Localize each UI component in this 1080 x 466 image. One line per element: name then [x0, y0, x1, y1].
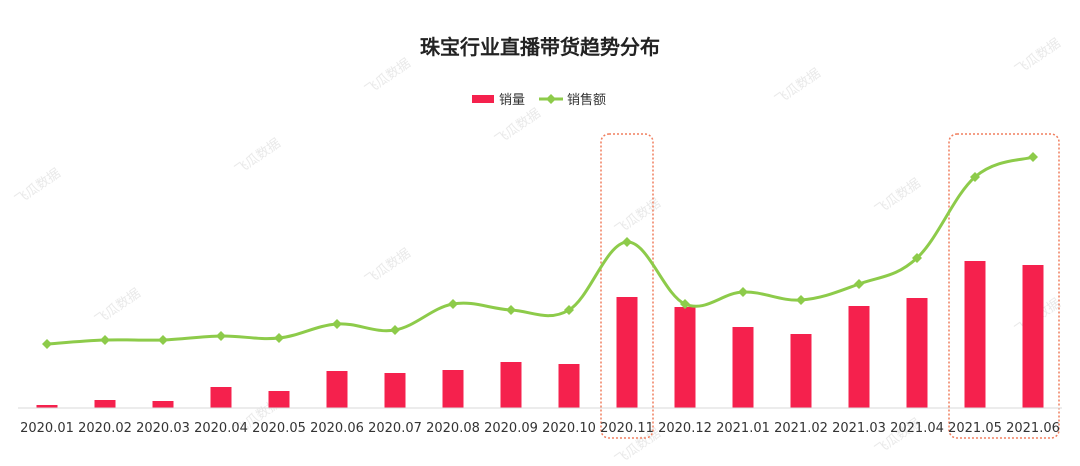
point-2020.04	[216, 331, 226, 341]
x-tick-label: 2020.08	[426, 421, 480, 436]
legend-label-sales-amount: 销售额	[567, 92, 606, 108]
bar-2020.03	[152, 401, 174, 408]
point-2020.11	[622, 237, 632, 247]
x-axis-ticks: 2020.01 2020.02 2020.03 2020.04 2020.05 2020.…	[20, 421, 1060, 436]
watermark-text: 飞瓜数据	[362, 56, 413, 98]
legend-swatch-sales-volume	[472, 95, 494, 103]
bar-2020.08	[442, 370, 464, 408]
bar-2020.01	[36, 405, 58, 408]
bar-2020.12	[674, 307, 696, 408]
watermark-text: 飞瓜数据	[772, 66, 823, 108]
point-2020.03	[158, 335, 168, 345]
highlight-boxes	[600, 133, 1060, 439]
chart-title: 珠宝行业直播带货趋势分布	[420, 35, 660, 59]
x-tick-label: 2020.02	[78, 421, 132, 436]
bar-2020.05	[268, 391, 290, 408]
x-tick-label: 2020.03	[136, 421, 190, 436]
x-tick-label: 2020.01	[20, 421, 74, 436]
x-tick-label: 2021.01	[716, 421, 770, 436]
point-2020.01	[42, 339, 52, 349]
point-2021.06	[1028, 152, 1038, 162]
legend: 销量 销售额	[472, 92, 606, 108]
point-2020.02	[100, 335, 110, 345]
x-tick-label: 2020.06	[310, 421, 364, 436]
point-2020.06	[332, 319, 342, 329]
x-tick-label: 2021.05	[948, 421, 1002, 436]
legend-marker-sales-amount	[546, 94, 556, 104]
highlight-box	[600, 133, 654, 439]
point-2020.12	[680, 299, 690, 309]
x-tick-label: 2020.10	[542, 421, 596, 436]
line-sales-amount	[46, 155, 1034, 346]
bar-series	[36, 261, 1044, 408]
watermark-text: 飞瓜数据	[232, 136, 283, 178]
x-tick-label: 2020.04	[194, 421, 248, 436]
bar-2021.03	[848, 306, 870, 408]
x-tick-label: 2021.04	[890, 421, 944, 436]
watermark-text: 飞瓜数据	[872, 176, 923, 218]
watermark-text: 飞瓜数据	[1012, 36, 1063, 78]
x-tick-label: 2021.06	[1006, 421, 1060, 436]
x-tick-label: 2020.09	[484, 421, 538, 436]
x-tick-label: 2020.12	[658, 421, 712, 436]
x-tick-label: 2021.03	[832, 421, 886, 436]
watermark-text: 飞瓜数据	[492, 106, 543, 148]
point-2021.01	[738, 287, 748, 297]
point-2021.03	[854, 279, 864, 289]
point-2020.05	[274, 333, 284, 343]
bar-2021.04	[906, 298, 928, 408]
point-2020.07	[390, 325, 400, 335]
legend-label-sales-volume: 销量	[499, 93, 525, 108]
x-tick-label: 2020.11	[600, 421, 654, 436]
point-2021.05	[970, 172, 980, 182]
watermark-text: 飞瓜数据	[612, 196, 663, 238]
bar-2020.02	[94, 400, 116, 408]
bar-2020.06	[326, 371, 348, 408]
point-2021.04	[912, 253, 922, 263]
bar-2020.07	[384, 373, 406, 408]
highlight-box	[948, 133, 1060, 439]
line-series	[42, 152, 1038, 349]
bar-2020.09	[500, 362, 522, 408]
x-tick-label: 2020.07	[368, 421, 422, 436]
x-tick-label: 2021.02	[774, 421, 828, 436]
watermark-text: 飞瓜数据	[362, 246, 413, 288]
point-2020.08	[448, 299, 458, 309]
bar-2021.02	[790, 334, 812, 408]
watermark-text: 飞瓜数据	[12, 166, 63, 208]
bar-2021.01	[732, 327, 754, 408]
bar-2021.06	[1022, 265, 1044, 408]
x-tick-label: 2020.05	[252, 421, 306, 436]
point-2021.02	[796, 295, 806, 305]
watermark-text: 飞瓜数据	[92, 286, 143, 328]
bar-2020.11	[616, 297, 638, 408]
bar-2021.05	[964, 261, 986, 408]
point-2020.09	[506, 305, 516, 315]
bar-2020.10	[558, 364, 580, 408]
point-2020.10	[564, 305, 574, 315]
bar-2020.04	[210, 387, 232, 408]
